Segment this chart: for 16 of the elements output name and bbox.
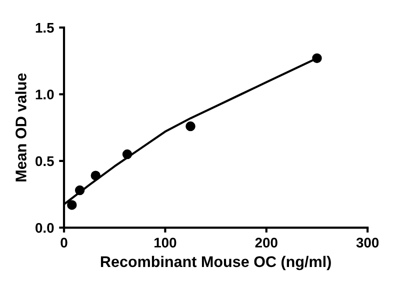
point (74, 185, 85, 196)
x-tick-label: 200 (255, 238, 278, 248)
point (67, 200, 77, 210)
x-tick-label: 100 (154, 238, 176, 248)
x-axis-title: Recombinant Mouse OC (ng/ml) (100, 256, 331, 270)
y-tick-label: 0.5 (36, 156, 54, 166)
x-tick-label: 300 (356, 238, 379, 248)
point (90, 170, 100, 180)
y-tick-label: 0.0 (36, 222, 54, 233)
x-tick-label: 0 (60, 238, 68, 248)
point (186, 121, 196, 132)
y-axis-title: Mean OD value (15, 73, 26, 182)
y-tick-label: 1.0 (36, 90, 54, 100)
point (312, 53, 322, 64)
point (122, 149, 132, 160)
y-tick-label: 1.5 (36, 23, 54, 33)
